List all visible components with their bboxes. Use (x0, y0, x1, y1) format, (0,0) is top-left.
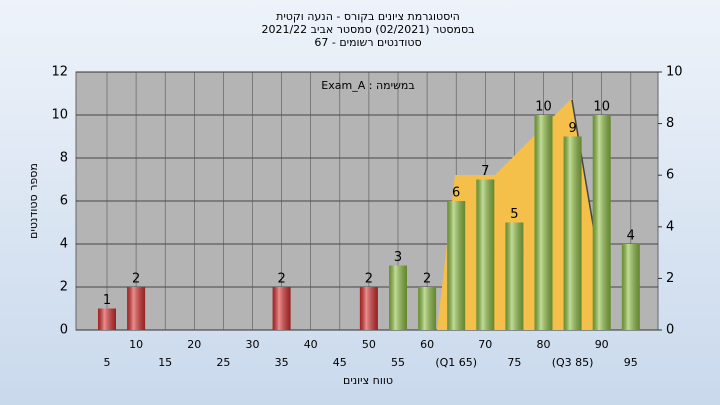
value-label: 5 (510, 207, 518, 222)
value-label: 2 (132, 272, 140, 287)
y2-tick-label: 6 (666, 168, 674, 183)
x-tick-label: 60 (420, 338, 434, 351)
bar-shine (418, 287, 437, 330)
x-tick-label: 40 (304, 338, 318, 351)
x-tick-label: 50 (362, 338, 376, 351)
x-tick-label: 45 (333, 356, 347, 369)
value-label: 10 (535, 100, 552, 115)
bar-shine (505, 222, 524, 330)
title-line: היסטוגרמת ציונים בקורס - הנעה וקטית (276, 10, 460, 23)
value-label: 4 (627, 229, 635, 244)
annotation: במשימה : Exam_A (321, 79, 414, 92)
value-label: 2 (365, 272, 373, 287)
value-label: 10 (593, 100, 610, 115)
value-label: 2 (277, 272, 285, 287)
bar-shine (476, 179, 495, 330)
value-label: 9 (568, 121, 576, 136)
bar-shine (272, 287, 291, 330)
x-tick-label: 55 (391, 356, 405, 369)
value-label: 6 (452, 186, 460, 201)
value-label: 2 (423, 272, 431, 287)
title-line: סטודנטים רשומים - 67 (314, 36, 421, 49)
x-tick-label: 15 (158, 356, 172, 369)
y-tick-label: 0 (60, 323, 68, 338)
x-tick-label: 30 (246, 338, 260, 351)
value-label: 7 (481, 164, 489, 179)
y-axis-label: מספר סטודנטים (27, 163, 40, 239)
y2-tick-label: 4 (666, 219, 674, 234)
title-line: בסמסטר (02/2021) סמסטר אביב 2021/22 (261, 23, 474, 36)
y2-tick-label: 8 (666, 116, 674, 131)
y-tick-label: 4 (60, 237, 68, 252)
value-label: 3 (394, 250, 402, 265)
bar-shine (359, 287, 378, 330)
bar-shine (621, 244, 640, 330)
x-tick-label: (Q1 65) (435, 356, 477, 369)
bar-shine (127, 287, 146, 330)
y-tick-label: 2 (60, 280, 68, 295)
bar-shine (592, 115, 611, 330)
x-tick-label: 20 (187, 338, 201, 351)
x-tick-label: 80 (537, 338, 551, 351)
bar-shine (98, 308, 116, 330)
bar-shine (389, 265, 407, 330)
y-tick-label: 10 (51, 108, 68, 123)
x-tick-label: 25 (216, 356, 230, 369)
x-axis-label: טווח ציונים (343, 374, 393, 387)
bar-shine (563, 136, 582, 330)
x-tick-label: 70 (478, 338, 492, 351)
x-tick-label: (Q3 85) (552, 356, 594, 369)
y2-tick-label: 0 (666, 323, 674, 338)
x-tick-label: 35 (275, 356, 289, 369)
y-tick-label: 12 (51, 65, 68, 80)
y-tick-label: 8 (60, 151, 68, 166)
y2-tick-label: 2 (666, 271, 674, 286)
bar-shine (534, 115, 553, 330)
y2-tick-label: 10 (666, 65, 683, 80)
x-tick-label: 5 (104, 356, 111, 369)
value-label: 1 (103, 293, 111, 308)
y-tick-label: 6 (60, 194, 68, 209)
x-tick-label: 90 (595, 338, 609, 351)
x-tick-label: 75 (507, 356, 521, 369)
x-tick-label: 10 (129, 338, 143, 351)
bar-shine (447, 201, 466, 330)
x-tick-label: 95 (624, 356, 638, 369)
